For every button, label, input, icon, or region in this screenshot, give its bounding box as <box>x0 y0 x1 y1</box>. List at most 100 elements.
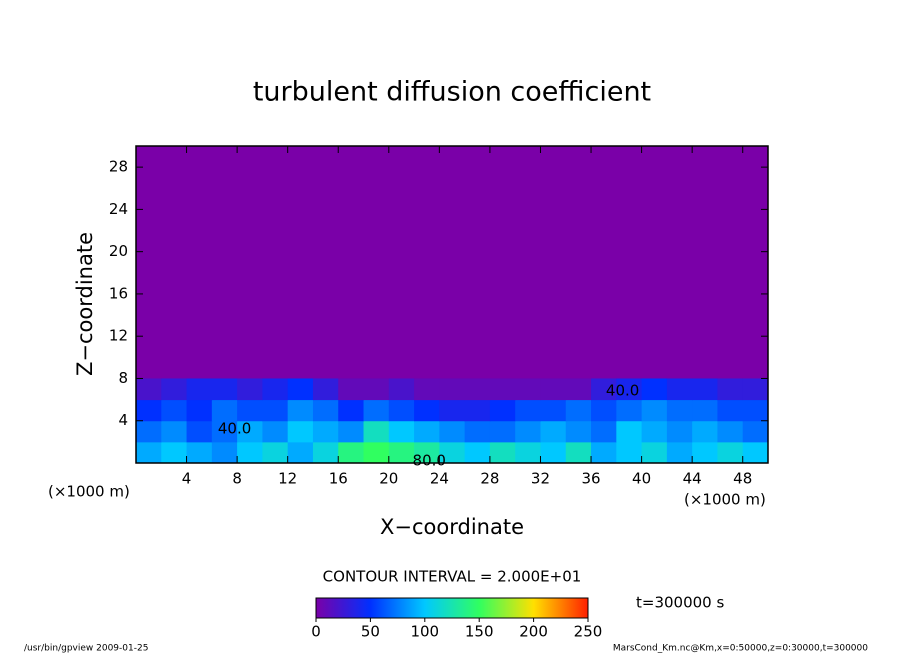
footer-right: MarsCond_Km.nc@Km,x=0:50000,z=0:30000,t=… <box>613 644 868 654</box>
field-cell <box>211 420 238 443</box>
field-cell <box>136 378 162 401</box>
field-cell <box>161 378 188 401</box>
y-tick-label: 20 <box>109 242 128 260</box>
field-cell <box>489 378 516 401</box>
field-cell <box>338 441 365 464</box>
field-cell <box>641 420 668 443</box>
field-cell <box>692 441 718 464</box>
field-cell <box>641 399 668 422</box>
footer-left: /usr/bin/gpview 2009-01-25 <box>24 644 148 654</box>
field-cell <box>717 420 744 443</box>
field-cell <box>312 441 339 464</box>
colorbar-tick-label: 150 <box>465 623 494 641</box>
contour-label: 80.0 <box>413 451 446 469</box>
field-cell <box>515 441 541 464</box>
field-cell <box>565 399 592 422</box>
colorbar-tick-label: 100 <box>410 623 439 641</box>
field-cell <box>464 378 491 401</box>
x-tick-label: 16 <box>329 470 348 488</box>
field-cell <box>616 420 643 443</box>
field-cell <box>439 378 466 401</box>
contour-label: 40.0 <box>218 420 251 438</box>
field-cell <box>515 420 541 443</box>
y-tick-label: 24 <box>109 200 128 218</box>
field-cell <box>666 420 693 443</box>
field-cell <box>363 378 390 401</box>
field-cell <box>186 399 213 422</box>
field-cell <box>338 420 365 443</box>
field-cell <box>186 441 213 464</box>
field-cell <box>464 399 491 422</box>
field-cell <box>439 399 466 422</box>
x-tick-label: 44 <box>683 470 702 488</box>
field-cell <box>540 420 567 443</box>
field-cell <box>287 378 314 401</box>
y-unit: (×1000 m) <box>48 483 130 501</box>
field-cell <box>211 399 238 422</box>
y-axis-label: Z−coordinate <box>73 232 97 376</box>
x-tick-label: 8 <box>232 470 242 488</box>
field-cell <box>666 441 693 464</box>
field-cell <box>262 378 289 401</box>
field-cell <box>641 441 668 464</box>
field-cell <box>262 441 289 464</box>
field-cell <box>312 399 339 422</box>
field-cell <box>439 420 466 443</box>
field-cell <box>616 441 643 464</box>
chart-title: turbulent diffusion coefficient <box>253 77 651 108</box>
field-cell <box>186 420 213 443</box>
field-cell <box>742 420 769 443</box>
field-cell <box>489 441 516 464</box>
field-cell <box>591 420 617 443</box>
field-cell <box>363 441 390 464</box>
field-cell <box>136 399 162 422</box>
field-cell <box>388 441 415 464</box>
x-tick-label: 24 <box>430 470 449 488</box>
x-axis-label: X−coordinate <box>380 515 524 539</box>
colorbar-tick-label: 250 <box>574 623 603 641</box>
x-tick-label: 12 <box>278 470 297 488</box>
y-tick-label: 12 <box>109 327 128 345</box>
field-cell <box>540 441 567 464</box>
field-cell <box>211 441 238 464</box>
field-cell <box>439 441 466 464</box>
field-cell <box>489 420 516 443</box>
colorbar <box>315 597 589 619</box>
field-cell <box>692 399 718 422</box>
field-cell <box>489 399 516 422</box>
field-cell <box>742 441 769 464</box>
colorbar-tick-label: 50 <box>361 623 380 641</box>
field-cell <box>414 441 440 464</box>
field-cell <box>742 399 769 422</box>
x-tick-label: 20 <box>379 470 398 488</box>
field-cell <box>717 441 744 464</box>
field-cell <box>616 378 643 401</box>
field-cell <box>565 420 592 443</box>
field-cell <box>717 399 744 422</box>
field-cell <box>237 399 263 422</box>
field-cell <box>591 378 617 401</box>
field-cell <box>414 399 440 422</box>
field-cell <box>363 420 390 443</box>
field-cell <box>312 378 339 401</box>
field-cell <box>161 441 188 464</box>
field-cell <box>211 378 238 401</box>
x-tick-label: 48 <box>733 470 752 488</box>
field-cell <box>161 420 188 443</box>
contour-interval: CONTOUR INTERVAL = 2.000E+01 <box>323 568 582 586</box>
field-cell <box>237 420 263 443</box>
field-cell <box>464 420 491 443</box>
field-cell <box>136 441 162 464</box>
x-tick-label: 4 <box>182 470 192 488</box>
field-cell <box>540 378 567 401</box>
field-cell <box>388 399 415 422</box>
field-cell <box>591 441 617 464</box>
field-cell <box>565 378 592 401</box>
time-label: t=300000 s <box>636 594 724 612</box>
field-cell <box>515 378 541 401</box>
field-cell <box>616 399 643 422</box>
y-tick-label: 4 <box>118 411 128 429</box>
field-cell <box>262 399 289 422</box>
field-cell <box>515 399 541 422</box>
